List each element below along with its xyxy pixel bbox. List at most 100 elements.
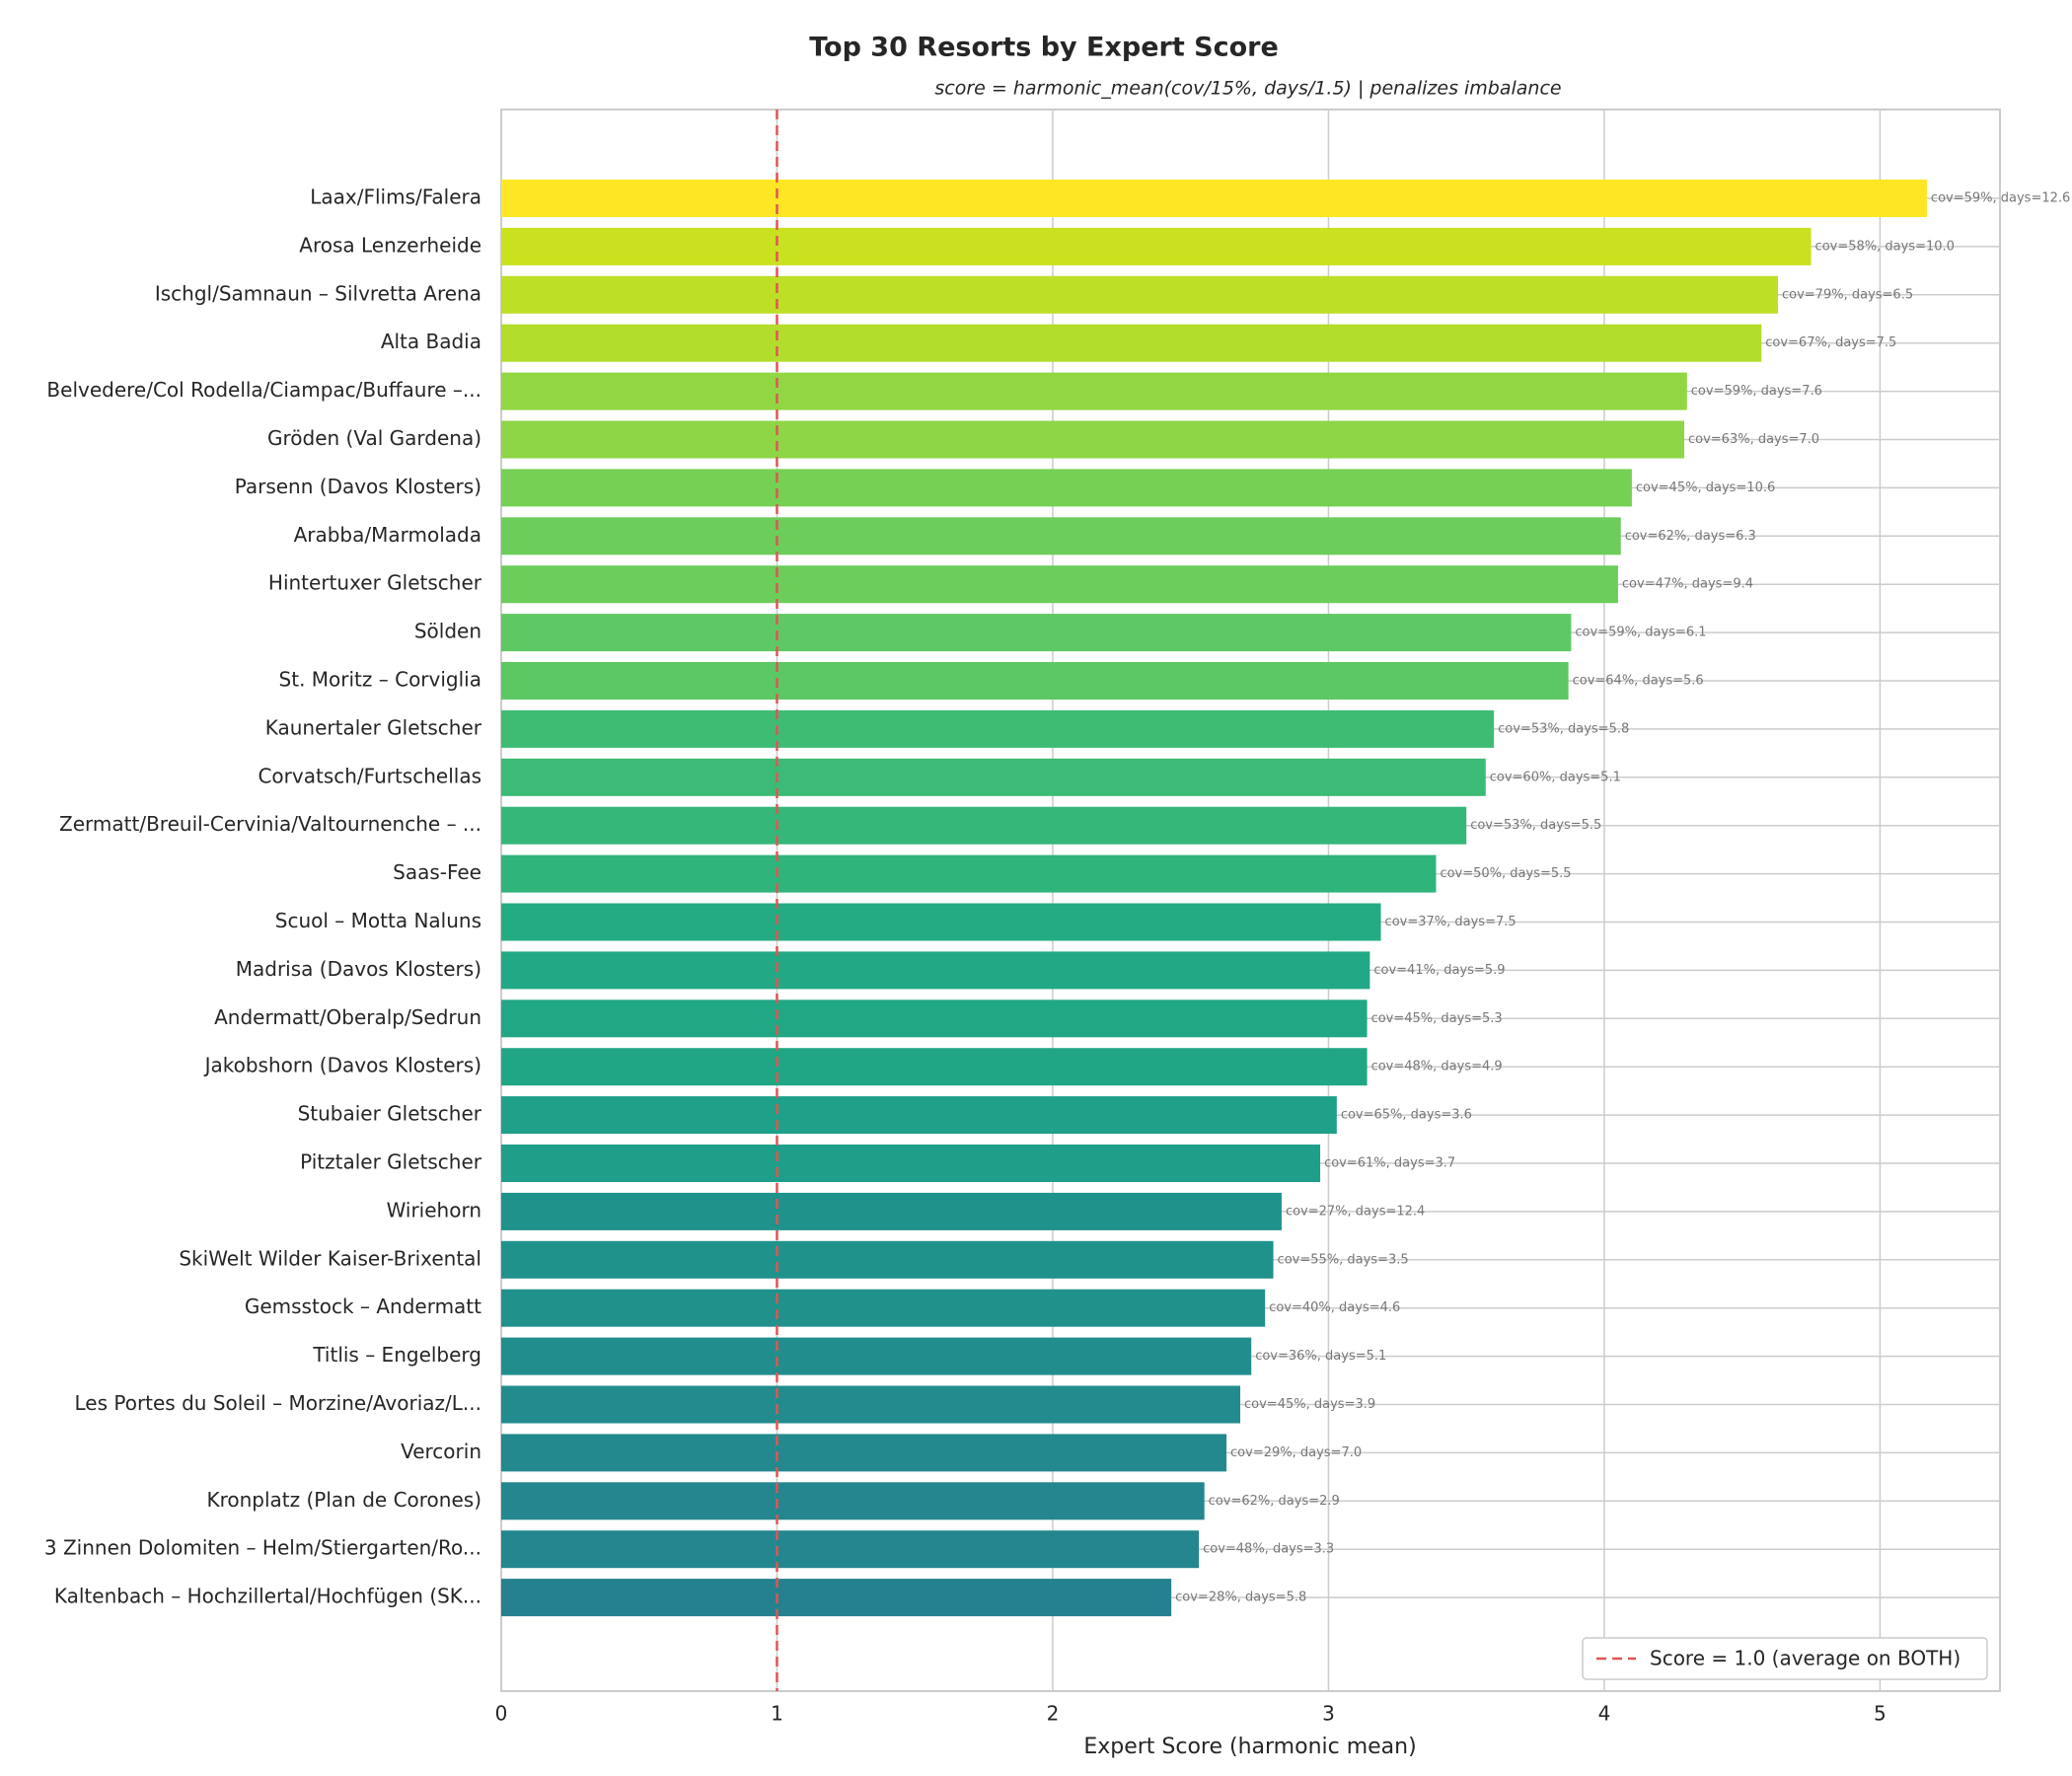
bar-annotation: cov=60%, days=5.1	[1490, 770, 1621, 784]
bar	[501, 180, 1927, 217]
bar-annotation: cov=65%, days=3.6	[1341, 1108, 1472, 1123]
category-label: 3 Zinnen Dolomiten – Helm/Stiergarten/Ro…	[44, 1536, 481, 1560]
bar	[501, 1145, 1321, 1182]
bar-annotation: cov=67%, days=7.5	[1765, 335, 1896, 350]
chart-subtitle: score = harmonic_mean(cov/15%, days/1.5)…	[934, 78, 1561, 100]
bar-annotation: cov=53%, days=5.8	[1498, 721, 1629, 736]
bar	[501, 324, 1762, 362]
bar-annotation: cov=61%, days=3.7	[1324, 1156, 1455, 1171]
bar-annotation: cov=48%, days=3.3	[1203, 1542, 1334, 1557]
category-label: Sölden	[414, 620, 481, 643]
x-tick-label: 0	[495, 1702, 508, 1726]
bar-annotation: cov=79%, days=6.5	[1782, 287, 1913, 302]
bar-annotation: cov=63%, days=7.0	[1688, 432, 1819, 447]
bar-annotation: cov=45%, days=10.6	[1636, 481, 1775, 495]
bar	[501, 420, 1684, 459]
category-label: Parsenn (Davos Klosters)	[235, 475, 481, 498]
category-label: Titlis – Engelberg	[312, 1343, 481, 1367]
bar	[501, 517, 1621, 555]
bar-annotation: cov=37%, days=7.5	[1385, 915, 1517, 929]
bar	[501, 854, 1437, 893]
x-axis-label: Expert Score (harmonic mean)	[1083, 1735, 1416, 1759]
x-tick-label: 1	[771, 1702, 783, 1726]
bar-annotation: cov=58%, days=10.0	[1815, 239, 1955, 254]
bar	[501, 1579, 1172, 1617]
category-label: Vercorin	[401, 1440, 481, 1463]
bar	[501, 1385, 1241, 1424]
x-tick-label: 4	[1598, 1702, 1611, 1726]
bar	[501, 951, 1370, 990]
bar	[501, 709, 1495, 748]
category-label: Wiriehorn	[387, 1198, 481, 1221]
bar-annotation: cov=47%, days=9.4	[1622, 577, 1753, 592]
category-label: Kaunertaler Gletscher	[265, 715, 482, 739]
bar	[501, 662, 1569, 700]
bar-annotation: cov=36%, days=5.1	[1255, 1349, 1386, 1364]
category-label: Corvatsch/Furtschellas	[258, 764, 481, 787]
bar	[501, 758, 1486, 796]
category-label: Saas-Fee	[393, 860, 481, 884]
x-tick-label: 2	[1047, 1702, 1060, 1726]
category-label: Les Portes du Soleil – Morzine/Avoriaz/L…	[74, 1391, 481, 1415]
bar-annotation: cov=53%, days=5.5	[1470, 818, 1601, 833]
bar	[501, 1192, 1282, 1230]
x-tick-label: 5	[1874, 1702, 1887, 1726]
category-label: Laax/Flims/Falera	[310, 185, 481, 209]
bar	[501, 1096, 1337, 1135]
bar	[501, 1337, 1252, 1375]
bar-annotation: cov=62%, days=2.9	[1209, 1494, 1340, 1509]
category-label: Hintertuxer Gletscher	[268, 571, 482, 595]
category-label: Ischgl/Samnaun – Silvretta Arena	[155, 281, 481, 305]
category-label: SkiWelt Wilder Kaiser-Brixental	[179, 1246, 481, 1270]
category-label: Alta Badia	[381, 330, 481, 353]
category-label: Belvedere/Col Rodella/Ciampac/Buffaure –…	[46, 378, 481, 402]
category-label: Jakobshorn (Davos Klosters)	[203, 1054, 481, 1077]
category-label: Zermatt/Breuil-Cervinia/Valtournenche – …	[59, 812, 481, 836]
bar-annotation: cov=48%, days=4.9	[1371, 1060, 1503, 1074]
bar-annotation: cov=59%, days=12.6	[1931, 191, 2070, 206]
bar-annotation: cov=29%, days=7.0	[1230, 1445, 1362, 1460]
bar-annotation: cov=40%, days=4.6	[1269, 1300, 1400, 1315]
bar-annotation: cov=59%, days=6.1	[1575, 626, 1706, 640]
x-tick-label: 3	[1322, 1702, 1335, 1726]
bar	[501, 903, 1381, 941]
category-label: Stubaier Gletscher	[298, 1102, 482, 1126]
category-label: Gemsstock – Andermatt	[245, 1295, 481, 1318]
bar	[501, 1434, 1227, 1472]
bar-annotation: cov=50%, days=5.5	[1440, 866, 1571, 881]
bar-annotation: cov=28%, days=5.8	[1175, 1591, 1306, 1605]
bar	[501, 1048, 1368, 1086]
category-label: St. Moritz – Corviglia	[279, 668, 481, 692]
bar-annotation: cov=59%, days=7.6	[1691, 384, 1822, 399]
legend-box	[1582, 1637, 1988, 1680]
bar	[501, 565, 1618, 604]
bar-annotation: cov=62%, days=6.3	[1625, 529, 1756, 544]
category-label: Pitztaler Gletscher	[300, 1150, 482, 1174]
category-label: Scuol – Motta Naluns	[275, 909, 481, 932]
bar-annotation: cov=41%, days=5.9	[1373, 963, 1505, 978]
bar	[501, 999, 1368, 1038]
bar-annotation: cov=55%, days=3.5	[1278, 1252, 1409, 1267]
chart-title: Top 30 Resorts by Expert Score	[809, 33, 1279, 63]
bar-annotation: cov=45%, days=3.9	[1244, 1397, 1375, 1412]
category-label: Kaltenbach – Hochzillertal/Hochfügen (SK…	[54, 1585, 481, 1608]
bar	[501, 1482, 1205, 1520]
bar	[501, 372, 1687, 410]
bar	[501, 1289, 1266, 1327]
category-label: Gröden (Val Gardena)	[267, 426, 481, 450]
bar	[501, 1240, 1274, 1279]
bar	[501, 1530, 1200, 1569]
legend-label: Score = 1.0 (average on BOTH)	[1650, 1647, 1961, 1670]
bar-annotation: cov=64%, days=5.6	[1573, 674, 1704, 689]
bar-annotation: cov=45%, days=5.3	[1371, 1011, 1503, 1026]
bar	[501, 275, 1779, 314]
category-label: Arabba/Marmolada	[294, 523, 481, 547]
bar	[501, 227, 1812, 265]
bar	[501, 614, 1572, 652]
bar-annotation: cov=27%, days=12.4	[1286, 1204, 1425, 1219]
bar	[501, 806, 1467, 845]
category-label: Kronplatz (Plan de Corones)	[206, 1488, 481, 1512]
category-label: Andermatt/Oberalp/Sedrun	[214, 1005, 481, 1029]
category-label: Madrisa (Davos Klosters)	[236, 957, 481, 981]
